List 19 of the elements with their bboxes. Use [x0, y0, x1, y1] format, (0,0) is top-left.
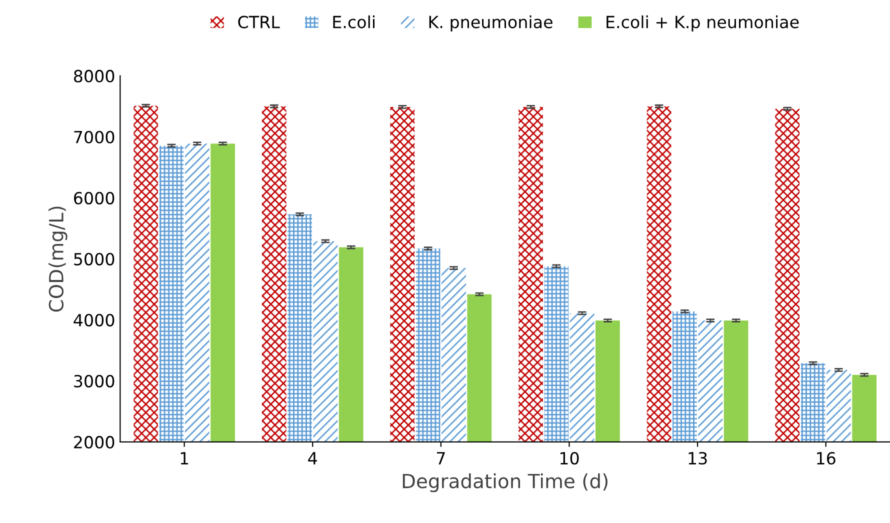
- y-tick-label: 2000: [74, 436, 114, 449]
- x-tick-label: 16: [817, 452, 836, 465]
- legend-label: E.coli + K.p neumoniae: [606, 15, 799, 32]
- x-tick-label: 1: [180, 452, 188, 464]
- x-tick-label: 4: [308, 452, 317, 464]
- y-axis-title: COD(mg/L): [48, 206, 68, 312]
- y-tick-label: 4000: [74, 314, 114, 326]
- y-tick-label: 6000: [74, 192, 114, 204]
- legend-label: E.coli: [333, 15, 374, 28]
- x-tick-label: 7: [436, 452, 445, 464]
- legend-label: CTRL: [238, 16, 280, 28]
- y-tick-label: 8000: [74, 70, 114, 82]
- x-axis-title: Degradation Time (d): [402, 473, 608, 492]
- legend-label: K. pneumoniae: [429, 15, 552, 32]
- x-tick-label: 10: [560, 452, 579, 465]
- x-tick-label: 13: [688, 452, 707, 465]
- y-tick-label: 3000: [74, 374, 114, 388]
- y-tick-label: 7000: [74, 130, 114, 144]
- y-tick-label: 5000: [74, 252, 114, 266]
